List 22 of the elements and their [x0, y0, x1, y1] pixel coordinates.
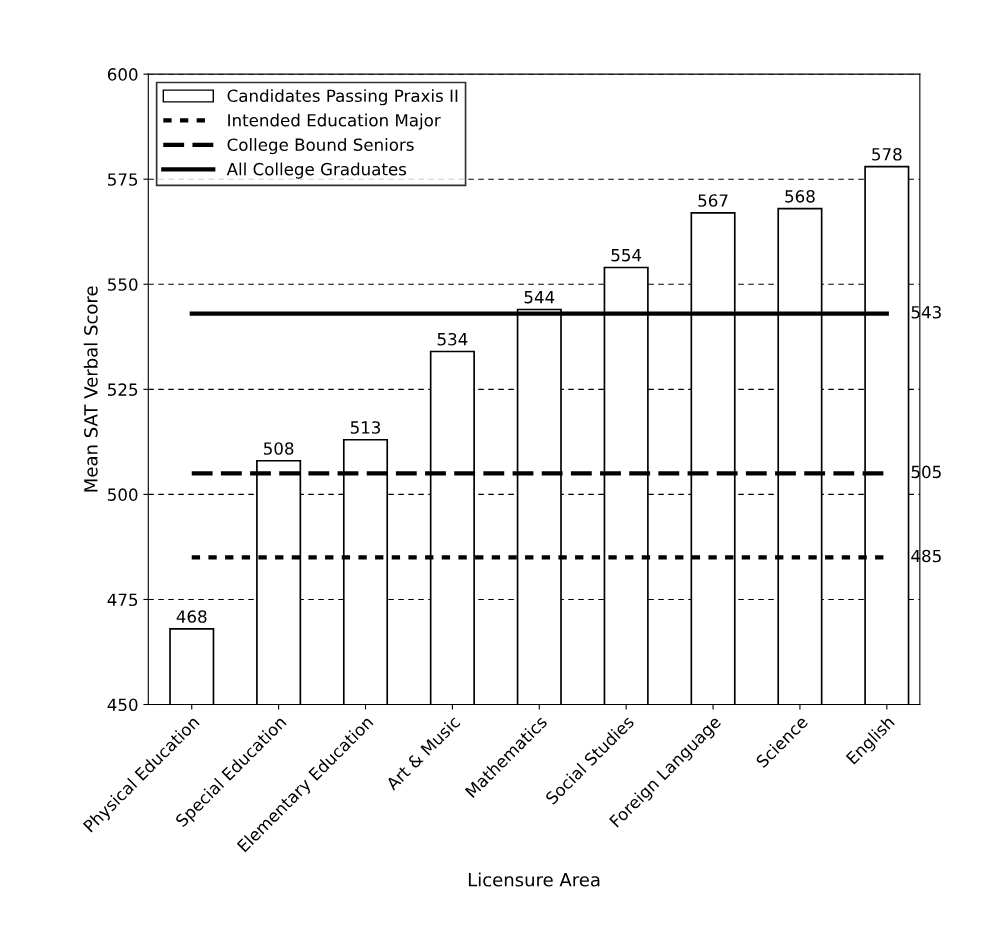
data-label: 578 — [872, 148, 902, 161]
legend-label: College Bound Seniors — [227, 138, 414, 155]
y-tick-label: 450 — [107, 698, 138, 712]
x-axis-title: Licensure Area — [468, 872, 600, 887]
data-label: 513 — [350, 421, 381, 434]
y-tick-label: 500 — [108, 488, 138, 501]
y-tick-label: 575 — [108, 173, 138, 186]
legend-label: All College Graduates — [226, 162, 407, 179]
y-axis-title: Mean SAT Verbal Score — [83, 286, 98, 492]
data-label: 568 — [785, 190, 815, 203]
legend-label: Intended Education Major — [228, 113, 441, 130]
y-tick-label: 475 — [107, 593, 138, 607]
y-tick-label: 600 — [107, 68, 138, 81]
data-label: 544 — [524, 291, 555, 304]
y-tick-label: 525 — [108, 383, 138, 396]
data-label: 567 — [698, 194, 728, 207]
data-label: 534 — [437, 332, 468, 346]
data-label: 468 — [176, 610, 207, 623]
data-label: 554 — [611, 249, 642, 262]
legend-label: Candidates Passing Praxis II — [227, 89, 458, 106]
y-tick-label: 550 — [108, 278, 138, 291]
data-label: 508 — [264, 442, 294, 455]
